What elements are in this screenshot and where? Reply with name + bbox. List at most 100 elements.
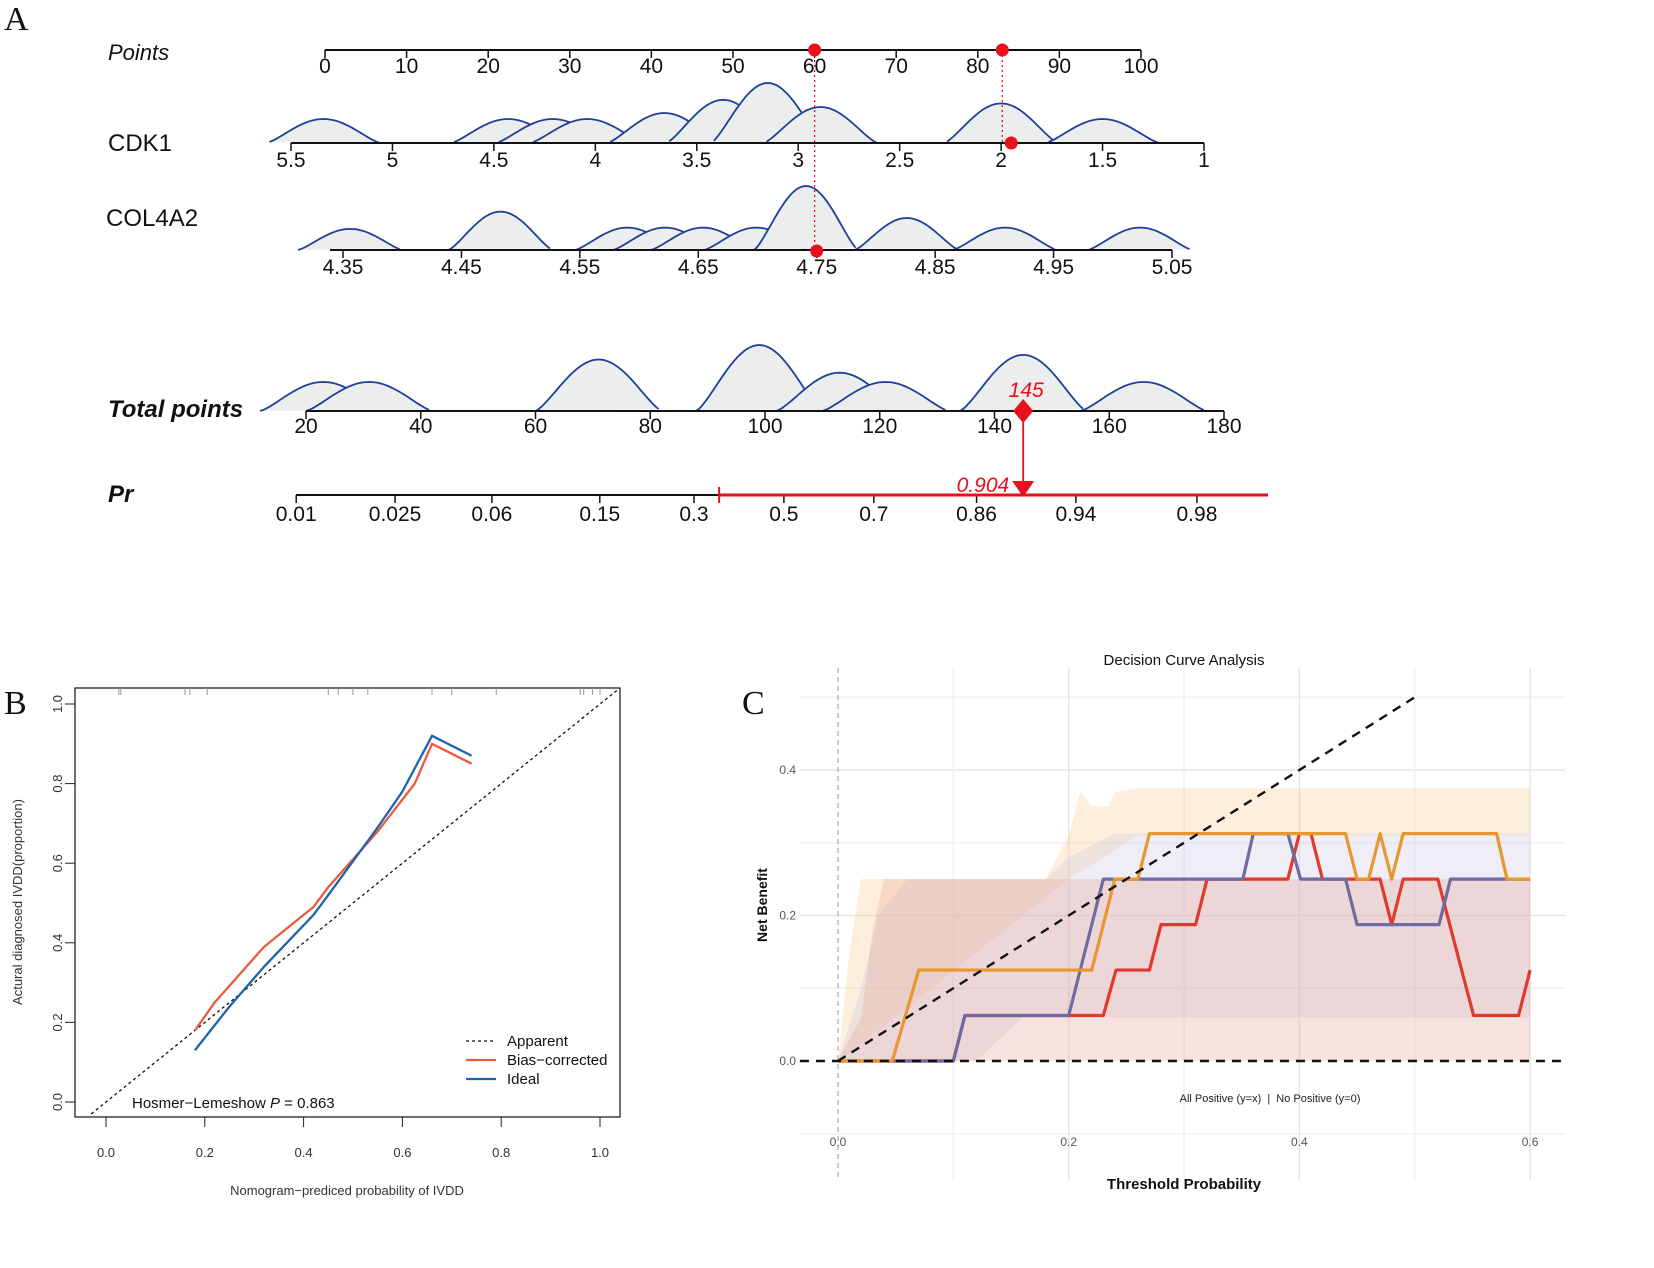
tick-label: 20 — [477, 55, 500, 78]
density-hump — [1080, 381, 1204, 412]
tick-label: 180 — [1206, 415, 1241, 438]
legend-label: Ideal — [507, 1071, 540, 1088]
tick-label: 160 — [1092, 415, 1127, 438]
total-points-value: 145 — [1009, 379, 1044, 402]
tick-label: 3 — [792, 149, 804, 172]
density-hump — [269, 118, 381, 144]
y-tick-label: 0.4 — [779, 763, 796, 777]
y-tick-label: 0.6 — [50, 854, 65, 872]
calibration-panel: 0.0 0.2 0.4 0.6 0.8 1.0 0.0 0.2 0.4 0.6 0.8 1.0 Nomo… — [10, 687, 621, 1198]
series-line-2 — [194, 734, 473, 1051]
net-benefit-curve-orange — [838, 832, 1531, 1063]
tick-label: 4.75 — [796, 256, 837, 279]
annotation-part: = — [280, 1095, 297, 1112]
density-hump — [952, 226, 1055, 251]
x-axis-label: Nomogram−prediced probability of IVDD — [230, 1183, 464, 1198]
x-tick-label: 0.2 — [1060, 1135, 1077, 1149]
tick-label: 0.01 — [276, 503, 317, 526]
row-label-0: Points — [108, 40, 169, 65]
panel-letter-b: B — [4, 685, 27, 722]
confidence-band-1 — [838, 833, 1531, 1061]
tick-label: 50 — [721, 55, 744, 78]
net-benefit-curve-red — [838, 832, 1532, 1063]
pr-value: 0.904 — [957, 474, 1010, 497]
tick-label: 4.45 — [441, 256, 482, 279]
density-hump — [695, 344, 820, 412]
y-axis-label: Actural diagnosed IVDD(proportion) — [10, 799, 25, 1005]
y-tick-label: 1.0 — [50, 695, 65, 713]
density-hump — [1087, 226, 1190, 251]
density-hump — [766, 106, 878, 144]
tick-label: 70 — [885, 55, 908, 78]
tick-label: 90 — [1048, 55, 1071, 78]
tick-label: 60 — [524, 415, 547, 438]
series-line-1 — [193, 742, 473, 1032]
hosmer-lemeshow-annotation: Hosmer−Lemeshow P = 0.863 — [132, 1095, 335, 1112]
tick-label: 20 — [294, 415, 317, 438]
tick-label: 4.85 — [915, 256, 956, 279]
tick-label: 4.95 — [1033, 256, 1074, 279]
x-tick-label: 1.0 — [591, 1145, 609, 1160]
x-tick-label: 0.8 — [492, 1145, 510, 1160]
tick-label: 0.86 — [956, 503, 997, 526]
tick-label: 80 — [966, 55, 989, 78]
density-hump — [854, 217, 957, 251]
x-tick-label: 0.4 — [1291, 1135, 1308, 1149]
x-tick-label: 0.6 — [1522, 1135, 1539, 1149]
tick-label: 40 — [409, 415, 432, 438]
y-tick-label: 0.0 — [50, 1093, 65, 1111]
tick-label: 80 — [639, 415, 662, 438]
tick-label: 0.06 — [471, 503, 512, 526]
tick-label: 5 — [387, 149, 399, 172]
tick-label: 4.5 — [479, 149, 508, 172]
total-points-diamond — [1013, 399, 1034, 423]
density-hump — [822, 381, 946, 412]
tick-label: 100 — [747, 415, 782, 438]
row-label-4: Pr — [108, 481, 135, 508]
row-label-1: CDK1 — [108, 130, 172, 157]
density-hump — [535, 358, 660, 412]
tick-label: 4.55 — [559, 256, 600, 279]
x-tick-label: 0.0 — [97, 1145, 115, 1160]
tick-label: 3.5 — [682, 149, 711, 172]
x-tick-label: 0.0 — [830, 1135, 847, 1149]
annotation-part: 0.863 — [297, 1095, 335, 1112]
legend-label: Bias−corrected — [507, 1052, 607, 1069]
density-hump — [946, 102, 1059, 144]
decision-curve-panel: Decision Curve Analysis 0.0 0.2 0.4 0.6 0.0 0.… — [754, 652, 1565, 1193]
points-marker-col4a2 — [808, 43, 822, 57]
x-tick-label: 0.4 — [295, 1145, 313, 1160]
y-tick-label: 0.0 — [779, 1054, 796, 1068]
tick-label: 40 — [640, 55, 663, 78]
row-label-2: COL4A2 — [106, 205, 198, 232]
chart-title: Decision Curve Analysis — [1104, 652, 1265, 669]
row-label-3: Total points — [108, 396, 243, 423]
tick-label: 1 — [1198, 149, 1210, 172]
tick-label: 2.5 — [885, 149, 914, 172]
y-tick-label: 0.2 — [50, 1013, 65, 1031]
tick-label: 4 — [589, 149, 601, 172]
density-hump — [959, 353, 1084, 412]
confidence-band-0 — [838, 788, 1531, 1061]
reference-legend-note: All Positive (y=x) | No Positive (y=0) — [1180, 1093, 1361, 1105]
tick-label: 4.35 — [323, 256, 364, 279]
tick-label: 0 — [319, 55, 331, 78]
density-hump — [753, 185, 857, 251]
density-hump — [1048, 118, 1160, 144]
density-hump — [305, 381, 430, 412]
tick-label: 0.98 — [1177, 503, 1218, 526]
series-line-0 — [90, 688, 620, 1115]
tick-label: 140 — [977, 415, 1012, 438]
tick-label: 30 — [558, 55, 581, 78]
y-tick-label: 0.2 — [779, 909, 796, 923]
y-tick-label: 0.8 — [50, 775, 65, 793]
annotation-part: Hosmer−Lemeshow — [132, 1095, 270, 1112]
tick-label: 5.05 — [1152, 256, 1193, 279]
x-tick-label: 0.6 — [393, 1145, 411, 1160]
tick-label: 2 — [995, 149, 1007, 172]
density-hump — [447, 210, 551, 251]
legend-label: Apparent — [507, 1033, 569, 1050]
panel-letter-c: C — [742, 685, 765, 722]
x-tick-label: 0.2 — [196, 1145, 214, 1160]
